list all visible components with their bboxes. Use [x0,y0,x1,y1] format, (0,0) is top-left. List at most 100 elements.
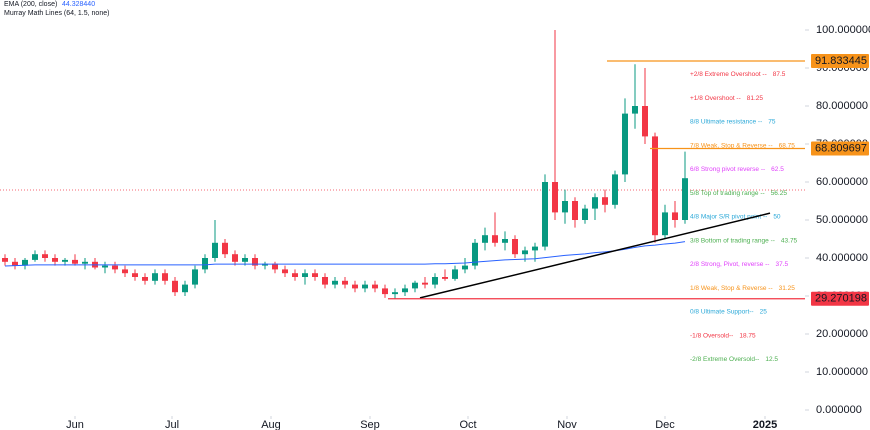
murray-label: 7/8 Weak, Stop & Reverse -- [690,142,773,149]
candle-body [402,288,408,293]
candle-body [342,280,348,285]
y-tick-label: 50.000000 [816,214,868,226]
candle-body [322,277,328,285]
level-box [811,291,869,306]
y-tick-label: 20.000000 [816,328,868,340]
candle-body [662,212,668,236]
candle-body [42,254,48,258]
murray-value: 75 [768,119,776,126]
candle-body [502,239,508,243]
murray-label: 4/8 Major S/R pivot point -- [690,214,767,221]
candle-body [132,273,138,277]
candle-body [562,201,568,213]
candle-body [332,280,338,285]
candle-body [2,258,8,262]
ema-legend: EMA (200, close) [4,1,57,8]
candle-body [142,277,148,281]
candle-body [552,182,558,213]
murray-value: 68.75 [779,142,796,149]
murray-label: 6/8 Strong pivot reverse -- [690,166,765,173]
y-tick-label: 60.000000 [816,176,868,188]
candle-body [452,269,458,279]
candle-body [472,242,478,266]
murray-label: 0/8 Ultimate Support-- [690,309,754,316]
ema-line [4,241,686,267]
candle-body [102,265,108,268]
level-label: 91.833445 [815,55,867,67]
murray-label: 1/8 Weak, Stop & Reverse -- [690,285,773,292]
candle-body [242,258,248,262]
candle-body [352,284,358,289]
candle-body [82,261,88,264]
candle-body [442,277,448,279]
candle-body [682,178,688,220]
candle-body [22,259,28,266]
candle-body [632,106,638,114]
murray-label: 3/8 Bottom of trading range -- [690,237,775,244]
candle-body [612,174,618,205]
candle-body [532,246,538,251]
y-tick-label: 100.000000 [816,24,870,36]
candle-body [12,261,18,266]
candle-body [422,282,428,285]
candle-body [172,280,178,293]
murray-label: +1/8 Overshoot -- [690,95,741,102]
candle-body [122,269,128,274]
candle-body [192,269,198,285]
murray-value: 43.75 [781,237,798,244]
trend-line [419,212,771,299]
candle-body [292,273,298,277]
murray-label: -2/8 Extreme Oversold-- [690,356,759,363]
murray-value: 87.5 [773,71,786,78]
candle-body [582,208,588,220]
candle-body [482,235,488,243]
murray-value: 25 [760,309,768,316]
murray-label: 8/8 Ultimate resistance -- [690,119,762,126]
x-tick-label: Nov [557,419,577,430]
candle-body [392,292,398,295]
candle-body [272,263,278,270]
murray-label: 2/8 Strong, Pivot, reverse -- [690,261,769,268]
murray-label: 5/8 Top of trading range -- [690,190,765,197]
level-label: 68.809697 [815,142,867,154]
murray-value: 50 [773,214,781,221]
candle-body [232,254,238,262]
candle-body [62,259,68,262]
murray-value: 37.5 [775,261,788,268]
x-tick-label: Jul [165,419,179,430]
candle-body [672,212,678,220]
level-box [811,141,869,156]
candle-body [652,136,658,236]
candle-body [152,273,158,281]
candle-body [312,273,318,277]
y-tick-label: 10.000000 [816,366,868,378]
candle-body [302,273,308,277]
murray-value: 31.25 [779,285,796,292]
candle-body [492,235,498,243]
x-tick-label: Dec [655,419,675,430]
candle-body [162,273,168,281]
x-tick-label: Sep [360,419,380,430]
candle-body [362,284,368,289]
candle-body [592,197,598,209]
ema-legend-value: 44.328440 [62,1,95,8]
candle-body [622,113,628,175]
candle-body [572,201,578,220]
y-tick-label: 0.000000 [816,404,862,416]
candle-body [412,282,418,289]
level-label: 29.270198 [815,293,867,305]
x-tick-label: Oct [459,419,476,430]
candle-body [32,254,38,260]
candle-body [212,242,218,258]
level-box [811,54,869,69]
y-tick-label: 80.000000 [816,100,868,112]
candle-body [372,284,378,289]
x-tick-label: Aug [261,419,281,430]
candle-body [182,284,188,293]
y-tick-label: 40.000000 [816,252,868,264]
candle-body [602,197,608,205]
candle-body [382,288,388,295]
candle-body [432,277,438,285]
murray-label: +2/8 Extreme Overshoot -- [690,71,767,78]
